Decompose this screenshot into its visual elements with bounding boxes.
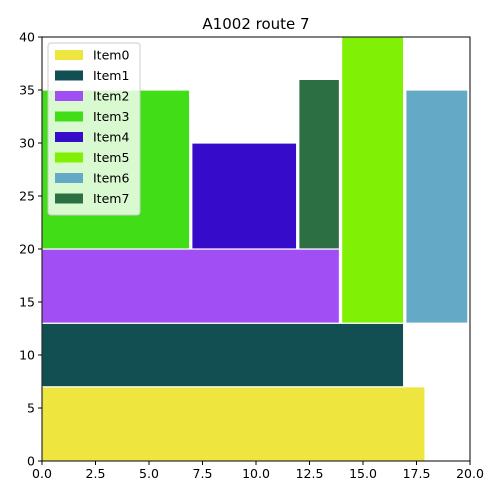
y-tick-label: 15	[19, 295, 35, 310]
x-tick-label: 17.5	[403, 466, 431, 481]
legend-box	[47, 42, 141, 216]
x-tick-label: 5.0	[139, 466, 159, 481]
x-tick-label: 20.0	[456, 466, 484, 481]
chart-title: A1002 route 7	[202, 15, 309, 33]
legend-swatch-item5	[55, 152, 83, 163]
x-tick-label: 10.0	[242, 466, 270, 481]
bar-item4	[191, 142, 298, 250]
x-tick-label: 15.0	[349, 466, 377, 481]
bar-item1	[41, 322, 405, 388]
y-tick-label: 0	[27, 454, 35, 469]
legend-label-item6: Item6	[93, 171, 129, 186]
y-tick-label: 40	[19, 30, 35, 45]
legend-label-item0: Item0	[93, 48, 129, 63]
x-tick-label: 7.5	[193, 466, 213, 481]
legend-swatch-item2	[55, 91, 83, 101]
y-axis: 0 5 10 15 20 25 30 35 40	[19, 30, 42, 469]
legend-label-item3: Item3	[93, 109, 129, 124]
y-tick-label: 20	[19, 242, 35, 257]
y-tick-label: 5	[27, 401, 35, 416]
legend-swatch-item0	[55, 50, 83, 60]
bar-item5	[341, 36, 405, 324]
bar-item7	[298, 78, 341, 250]
legend-swatch-item6	[55, 173, 83, 183]
legend-swatch-item1	[55, 70, 83, 81]
legend-label-item5: Item5	[93, 150, 129, 165]
x-axis: 0.0 2.5 5.0 7.5 10.0 12.5 15.0 17.5 20.0	[32, 461, 484, 481]
y-tick-label: 25	[19, 189, 35, 204]
x-tick-label: 12.5	[296, 466, 324, 481]
x-tick-label: 0.0	[32, 466, 52, 481]
y-tick-label: 10	[19, 348, 35, 363]
legend-label-item2: Item2	[93, 89, 129, 104]
bar-item2	[41, 248, 341, 324]
x-tick-label: 2.5	[86, 466, 106, 481]
legend-label-item7: Item7	[93, 191, 129, 206]
legend-label-item1: Item1	[93, 68, 129, 83]
y-tick-label: 35	[19, 83, 35, 98]
legend-swatch-item7	[55, 193, 83, 204]
legend-swatch-item4	[55, 132, 83, 142]
y-tick-label: 30	[19, 136, 35, 151]
legend-swatch-item3	[55, 111, 83, 122]
legend-label-item4: Item4	[93, 130, 129, 145]
legend: Item0 Item1 Item2 Item3 Item4 Item5 Item6 Item7	[47, 42, 141, 216]
bar-item6	[405, 89, 469, 324]
bar-item0	[41, 386, 426, 462]
